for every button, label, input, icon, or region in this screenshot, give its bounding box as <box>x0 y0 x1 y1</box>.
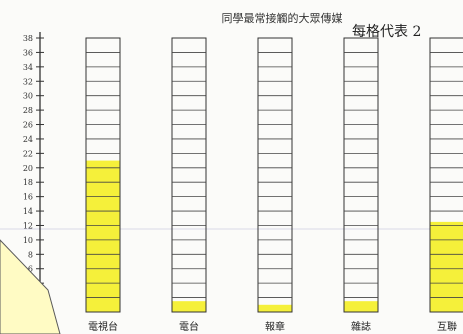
y-tick-label: 18 <box>23 178 33 187</box>
y-tick-label: 16 <box>23 193 33 202</box>
y-tick-label: 26 <box>23 121 33 130</box>
y-tick-label: 6 <box>28 265 33 274</box>
bar-column-outline <box>171 37 207 313</box>
bar-column-outline <box>343 37 379 313</box>
y-tick-label: 24 <box>23 135 33 144</box>
bar-column-outline <box>257 37 293 313</box>
x-tick-label: 雜誌 <box>351 320 371 333</box>
y-tick-label: 28 <box>23 106 33 115</box>
y-tick-label: 22 <box>23 149 33 158</box>
bar-group <box>85 37 463 313</box>
x-tick-label: 電台 <box>179 320 199 333</box>
bar-fill <box>344 301 378 312</box>
bar-column-outline <box>85 37 121 313</box>
y-tick-label: 20 <box>23 164 33 173</box>
y-tick-label: 34 <box>23 63 33 72</box>
chart-title: 同學最常接觸的大眾傳媒 <box>222 11 343 25</box>
chart-subtitle: 每格代表 2 <box>352 24 421 40</box>
bar-fill <box>258 304 292 312</box>
y-tick-label: 12 <box>23 221 33 230</box>
bar-fill <box>86 160 120 312</box>
x-tick-label: 報章 <box>265 320 285 333</box>
y-tick-label: 38 <box>23 34 33 43</box>
x-tick-label: 互聯 <box>437 321 457 333</box>
y-tick-label: 32 <box>23 77 33 86</box>
y-tick-label: 30 <box>23 92 33 101</box>
y-tick-label: 8 <box>28 250 33 259</box>
x-label-group: 電視台 電台 報章 雜誌 互聯 <box>88 320 457 333</box>
bar-fill <box>172 301 206 312</box>
callout-bubble <box>0 239 61 334</box>
bar-fill <box>430 221 463 312</box>
y-tick-label: 36 <box>23 48 33 57</box>
y-tick-label: 14 <box>23 207 33 216</box>
bar-column-outline <box>429 37 463 313</box>
y-tick-label: 10 <box>23 236 33 245</box>
x-tick-label: 電視台 <box>88 320 118 333</box>
